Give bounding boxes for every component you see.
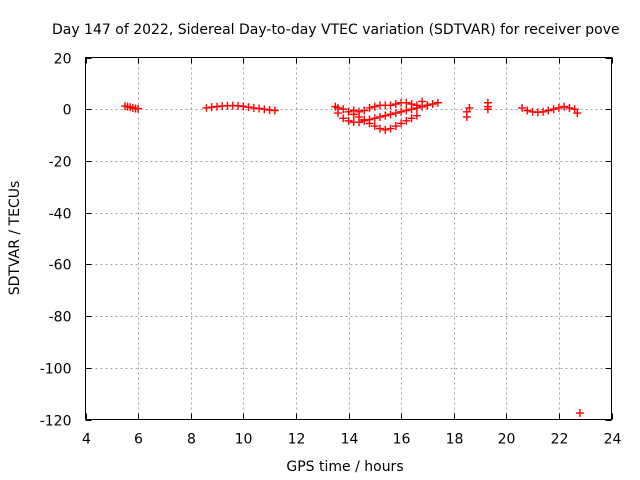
data-point	[339, 114, 348, 123]
data-point	[391, 122, 400, 131]
data-point	[433, 98, 442, 107]
x-tick-label: 8	[187, 432, 196, 448]
x-tick-label: 22	[551, 432, 569, 448]
data-point	[483, 105, 492, 114]
data-point	[355, 107, 364, 116]
data-point	[462, 112, 471, 121]
x-tick-label: 14	[341, 432, 359, 448]
data-point	[423, 101, 432, 110]
x-tick-label: 10	[235, 432, 253, 448]
y-tick-label: -60	[49, 258, 72, 274]
data-point	[549, 105, 558, 114]
data-point	[554, 103, 563, 112]
x-tick-label: 16	[393, 432, 411, 448]
x-tick-label: 6	[134, 432, 143, 448]
data-point	[391, 100, 400, 109]
data-point	[365, 119, 374, 128]
data-point	[381, 125, 390, 134]
data-point	[386, 124, 395, 133]
data-point	[386, 110, 395, 119]
x-tick-label: 4	[82, 432, 91, 448]
data-point	[255, 104, 264, 113]
data-point	[360, 115, 369, 124]
data-point	[428, 100, 437, 109]
data-point	[402, 98, 411, 107]
data-point	[412, 101, 421, 110]
y-tick-label: -80	[49, 310, 72, 326]
data-point	[344, 116, 353, 125]
data-point	[333, 103, 342, 112]
x-tick-label: 20	[498, 432, 516, 448]
data-point	[418, 97, 427, 106]
data-point	[544, 106, 553, 115]
y-tick-label: -20	[49, 155, 72, 171]
data-point	[407, 114, 416, 123]
x-tick-label: 24	[604, 432, 622, 448]
y-tick-label: -100	[40, 362, 72, 378]
data-point	[386, 101, 395, 110]
y-tick-label: -40	[49, 207, 72, 223]
y-tick-label: 0	[63, 103, 72, 119]
y-tick-label: 20	[54, 52, 72, 68]
data-point	[365, 103, 374, 112]
data-point	[370, 114, 379, 123]
data-point	[560, 102, 569, 111]
data-point	[397, 119, 406, 128]
axis-ticks	[85, 57, 613, 421]
data-point	[539, 107, 548, 116]
data-point	[376, 124, 385, 133]
data-point	[344, 107, 353, 116]
data-point	[412, 111, 421, 120]
x-tick-label: 12	[288, 432, 306, 448]
y-tick-label: -120	[40, 414, 72, 430]
tick-labels: 4 6 8 10 12 14 16 18 20 22 24 20 0 -20 -40 -60 -80 -100 -1…	[40, 52, 622, 448]
x-axis-label: GPS time / hours	[286, 459, 403, 475]
data-point	[465, 103, 474, 112]
data-point	[370, 122, 379, 131]
data-point	[349, 106, 358, 115]
data-point	[134, 104, 143, 113]
data-point	[244, 103, 253, 112]
data-point	[402, 106, 411, 115]
data-point	[270, 106, 279, 115]
data-point	[565, 103, 574, 112]
data-point	[202, 103, 211, 112]
data-point	[397, 107, 406, 116]
data-point	[573, 109, 582, 118]
data-points	[120, 97, 584, 418]
data-point	[518, 103, 527, 112]
data-point	[391, 109, 400, 118]
data-point	[402, 116, 411, 125]
x-tick-label: 18	[446, 432, 464, 448]
y-axis-label: SDTVAR / TECUs	[7, 181, 23, 296]
grid	[85, 57, 612, 420]
data-point	[376, 112, 385, 121]
chart-title: Day 147 of 2022, Sidereal Day-to-day VTE…	[52, 22, 620, 38]
data-point	[239, 102, 248, 111]
data-point	[360, 106, 369, 115]
data-point	[370, 102, 379, 111]
data-point	[407, 100, 416, 109]
data-point	[381, 111, 390, 120]
data-point	[339, 105, 348, 114]
data-point	[575, 409, 584, 418]
plot-frame	[85, 57, 612, 420]
data-point	[260, 105, 269, 114]
data-point	[523, 106, 532, 115]
